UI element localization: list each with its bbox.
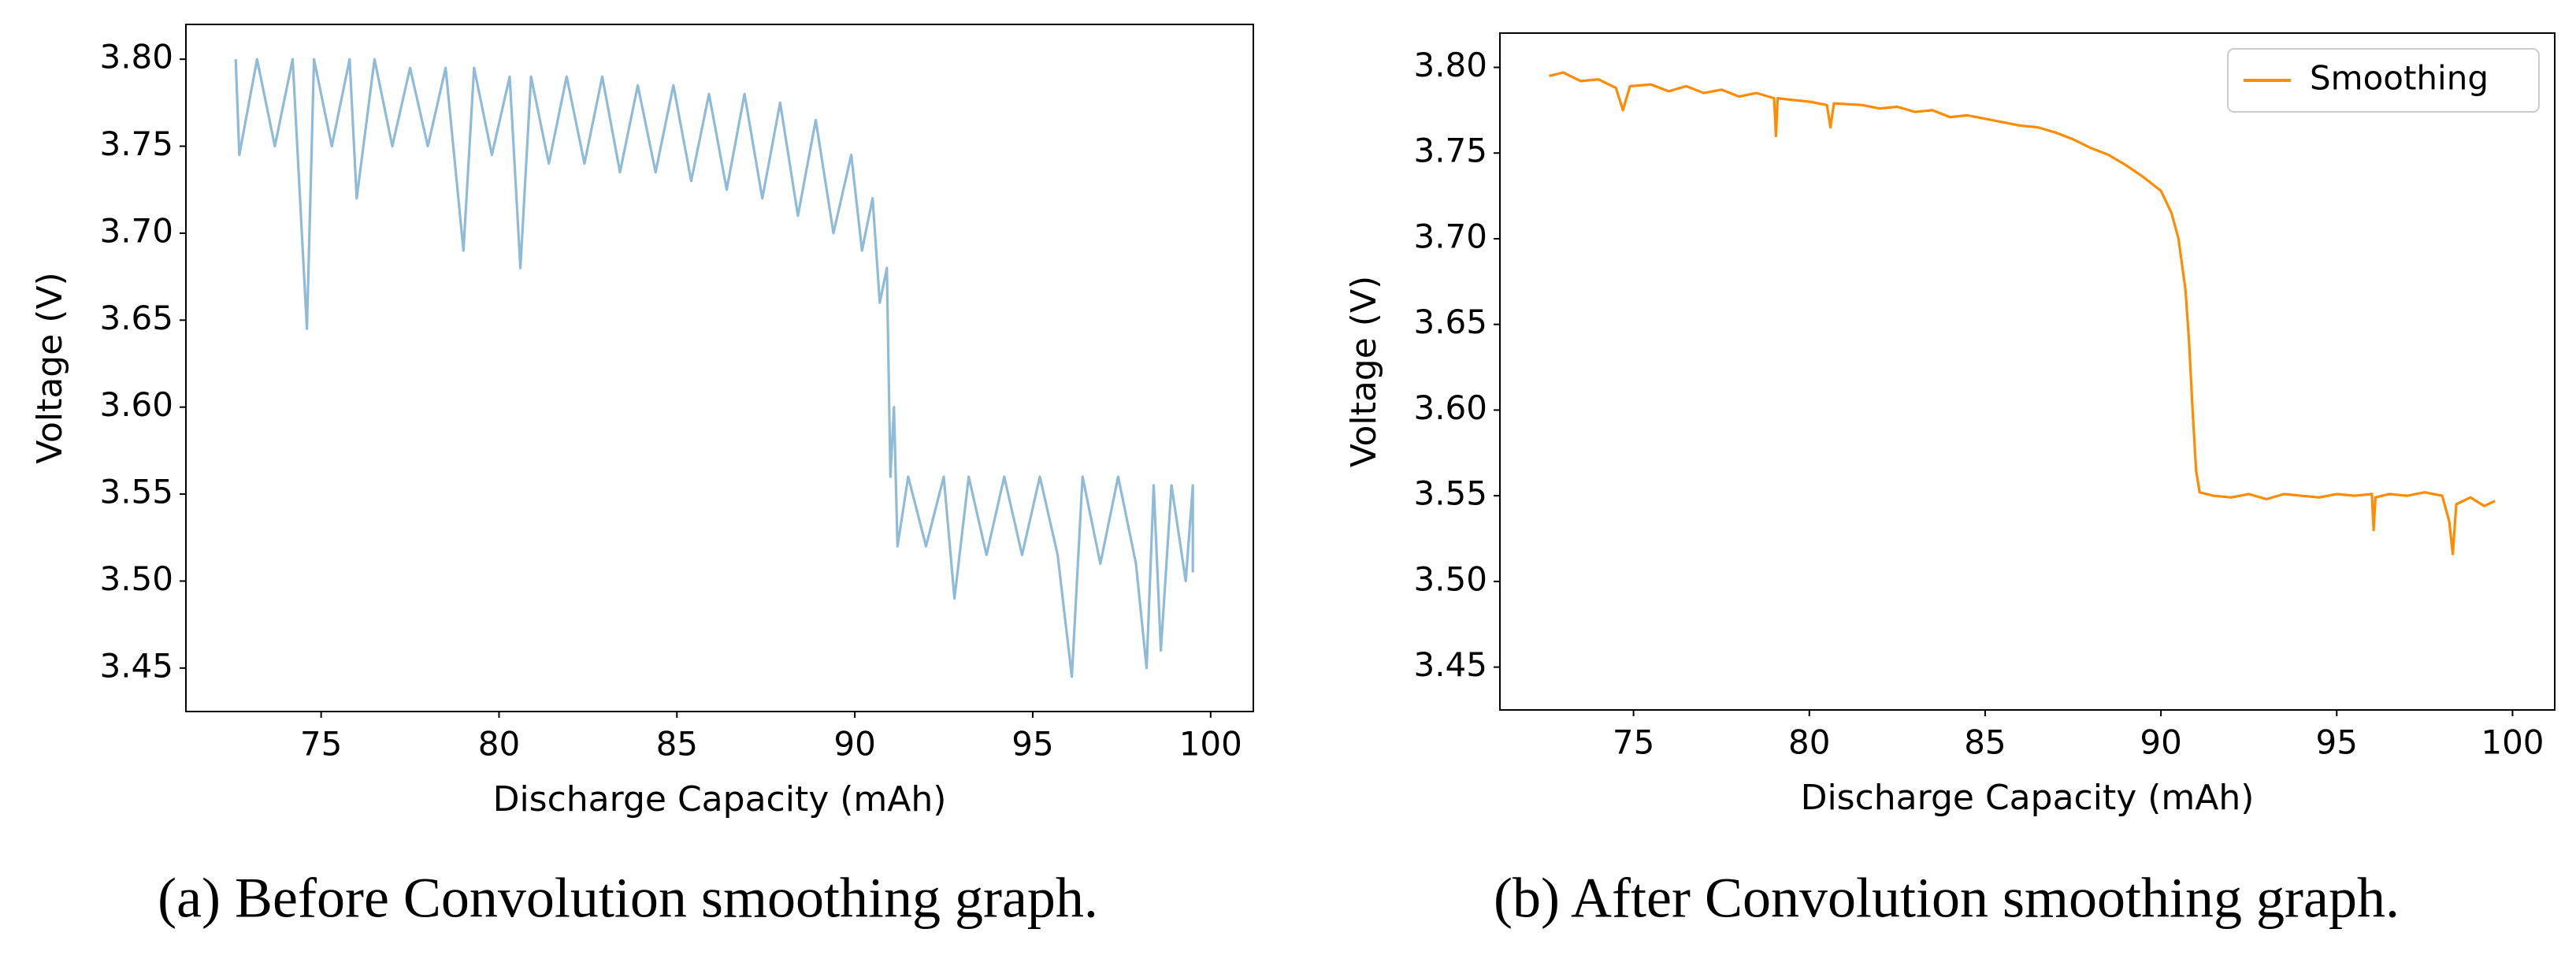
x-tick-label: 75 [300, 725, 342, 764]
x-tick-label: 85 [656, 725, 698, 764]
y-tick-label: 3.70 [99, 211, 173, 250]
y-axis-label: Voltage (V) [30, 272, 70, 463]
x-tick-label: 100 [1179, 725, 1242, 764]
y-tick-label: 3.80 [1413, 46, 1487, 84]
y-tick-label: 3.60 [99, 385, 173, 424]
x-tick-label: 90 [833, 725, 875, 764]
x-tick-label: 80 [1788, 723, 1830, 762]
x-axis-label: Discharge Capacity (mAh) [493, 779, 947, 819]
data-line [234, 58, 1194, 678]
x-tick-label: 100 [2481, 723, 2544, 762]
plot-frame [1499, 32, 2556, 711]
legend-label: Smoothing [2310, 59, 2489, 98]
y-tick-label: 3.50 [99, 559, 173, 598]
y-tick-label: 3.65 [1413, 303, 1487, 341]
y-tick-label: 3.55 [99, 473, 173, 511]
x-tick-label: 90 [2140, 723, 2181, 762]
data-line [1549, 71, 2496, 556]
legend-box [2227, 48, 2540, 113]
x-tick-label: 85 [1964, 723, 2006, 762]
y-tick-label: 3.75 [1413, 132, 1487, 170]
x-tick-label: 95 [1011, 725, 1053, 764]
x-tick-label: 95 [2316, 723, 2358, 762]
plot-frame [185, 24, 1254, 712]
y-tick-label: 3.70 [1413, 217, 1487, 255]
caption: (b) After Convolution smoothing graph. [1494, 867, 2400, 930]
x-tick-label: 75 [1613, 723, 1654, 762]
y-axis-label: Voltage (V) [1344, 276, 1384, 467]
x-axis-label: Discharge Capacity (mAh) [1801, 778, 2255, 818]
y-tick-label: 3.50 [1413, 559, 1487, 598]
y-tick-label: 3.55 [1413, 474, 1487, 513]
y-tick-label: 3.80 [99, 38, 173, 76]
y-tick-label: 3.45 [1413, 645, 1487, 684]
y-tick-label: 3.65 [99, 299, 173, 337]
y-tick-label: 3.45 [99, 646, 173, 685]
caption: (a) Before Convolution smoothing graph. [158, 867, 1098, 930]
y-tick-label: 3.75 [99, 124, 173, 163]
y-tick-label: 3.60 [1413, 388, 1487, 427]
x-tick-label: 80 [478, 725, 520, 764]
